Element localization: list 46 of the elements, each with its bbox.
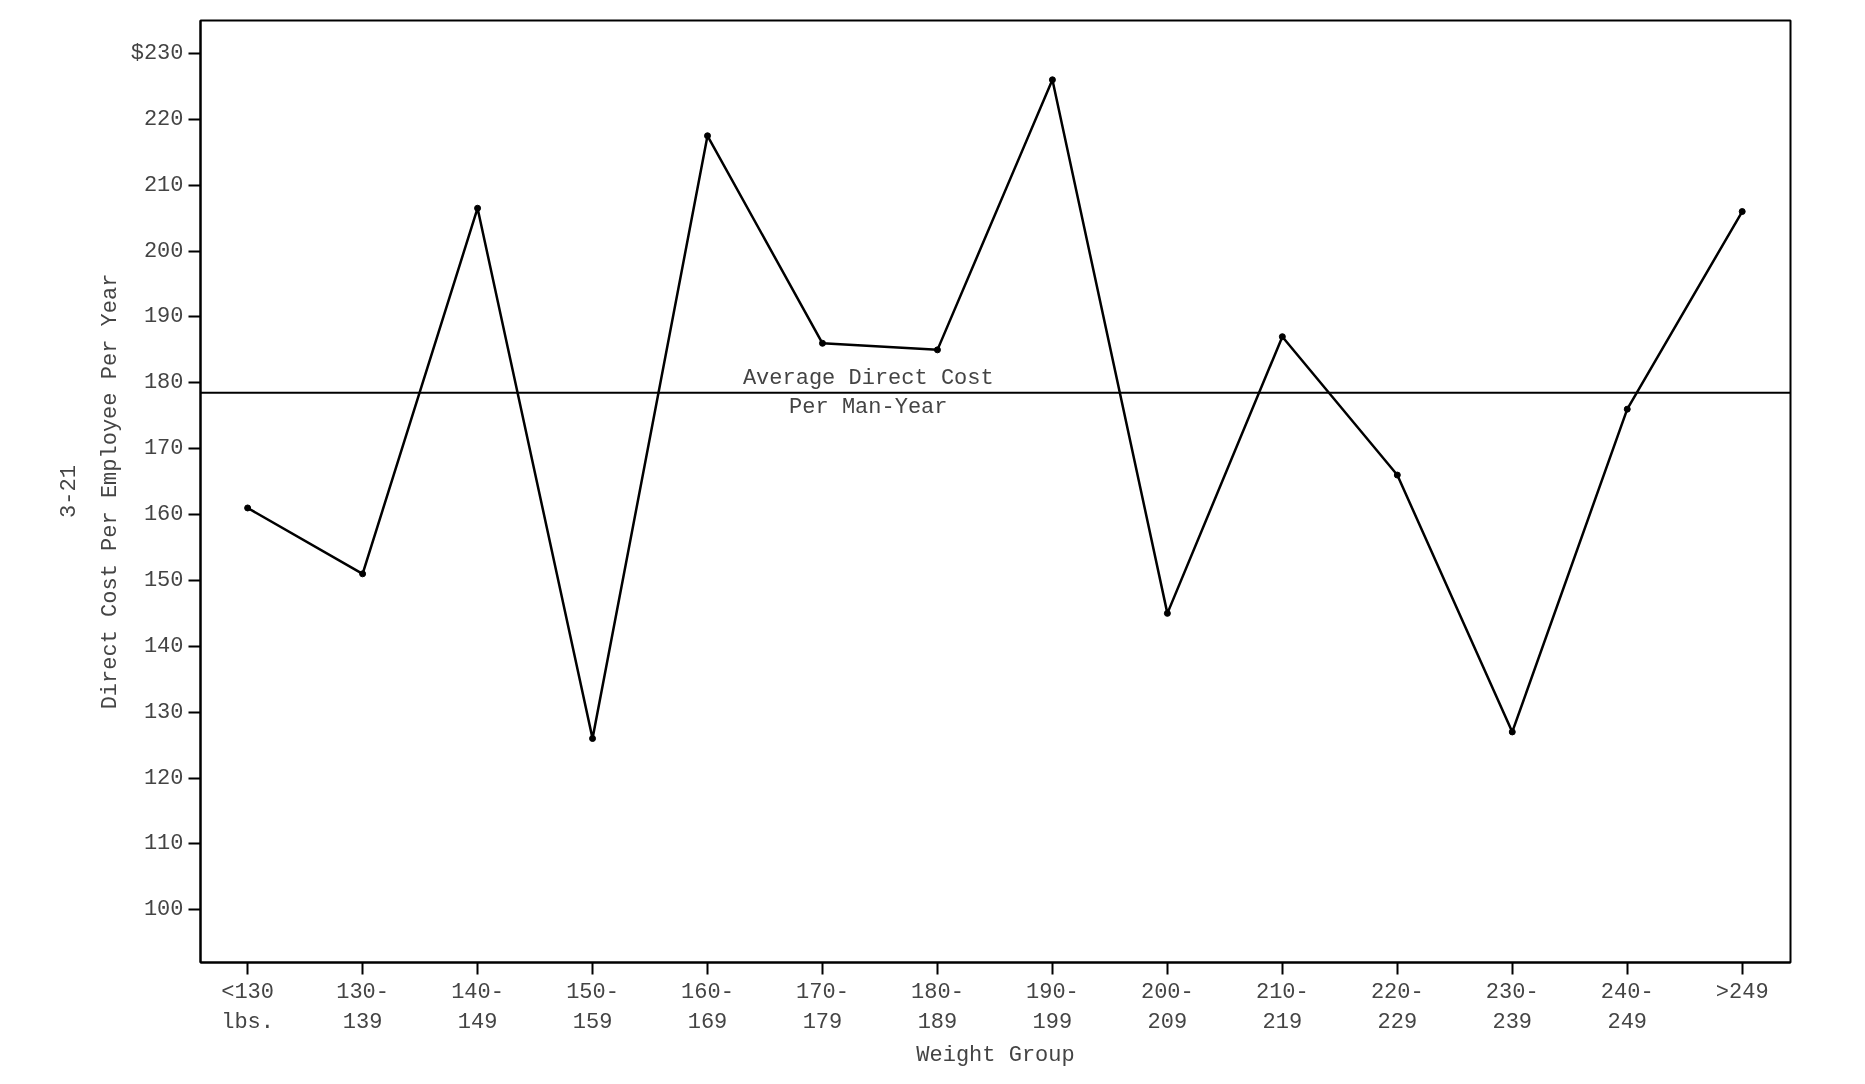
point bbox=[1278, 333, 1286, 341]
x-tick-label: 150- 159 bbox=[566, 979, 619, 1035]
x-tick-label: 240- 249 bbox=[1600, 979, 1654, 1035]
point bbox=[933, 346, 941, 354]
point bbox=[474, 204, 482, 212]
y-tick-label: 210 bbox=[143, 172, 184, 198]
y-tick-label: 160 bbox=[143, 502, 184, 528]
x-tick-label: 200- 209 bbox=[1140, 979, 1194, 1035]
x-tick-label: 140- 149 bbox=[451, 979, 504, 1035]
x-tick-label: 160- 169 bbox=[681, 979, 734, 1035]
point bbox=[1623, 405, 1631, 413]
x-tick-label: 230- 239 bbox=[1485, 979, 1539, 1035]
y-tick-label: 150 bbox=[143, 567, 184, 593]
point bbox=[1738, 208, 1746, 216]
y-tick-label: 170 bbox=[143, 436, 184, 462]
y-tick-label: 180 bbox=[143, 370, 184, 396]
text: 3-21 bbox=[56, 465, 82, 518]
x-tick-label: 210- 219 bbox=[1255, 979, 1309, 1035]
point bbox=[589, 735, 597, 743]
point bbox=[704, 132, 712, 140]
x-tick-label: 130- 139 bbox=[336, 979, 390, 1035]
x-axis-title: Weight Group bbox=[916, 1042, 1075, 1068]
x-tick-label: 220- 229 bbox=[1370, 979, 1424, 1035]
x-tick-label: 180- 189 bbox=[911, 979, 964, 1035]
x-tick-label: >249 bbox=[1715, 979, 1769, 1005]
point bbox=[1163, 609, 1171, 617]
point bbox=[1048, 76, 1056, 84]
x-tick-label: <130 lbs. bbox=[221, 979, 275, 1035]
y-tick-label: 200 bbox=[143, 238, 184, 264]
y-tick-label: $230 bbox=[130, 40, 184, 66]
point bbox=[1508, 728, 1516, 736]
y-tick-label: 140 bbox=[143, 633, 184, 659]
ref-line-label: Average Direct Cost Per Man-Year bbox=[742, 365, 994, 420]
y-axis-title: Direct Cost Per Employee Per Year bbox=[97, 273, 123, 710]
point bbox=[359, 570, 367, 578]
y-tick-label: 190 bbox=[143, 304, 184, 330]
x-tick-label: 170- 179 bbox=[796, 979, 849, 1035]
y-tick-label: 220 bbox=[143, 106, 184, 132]
y-tick-label: 120 bbox=[143, 765, 184, 791]
point bbox=[818, 339, 826, 347]
point bbox=[1393, 471, 1401, 479]
y-tick-label: 130 bbox=[143, 699, 184, 725]
point bbox=[244, 504, 252, 512]
y-tick-label: 100 bbox=[143, 897, 184, 923]
y-tick-label: 110 bbox=[143, 831, 184, 857]
x-tick-label: 190- 199 bbox=[1026, 979, 1079, 1035]
